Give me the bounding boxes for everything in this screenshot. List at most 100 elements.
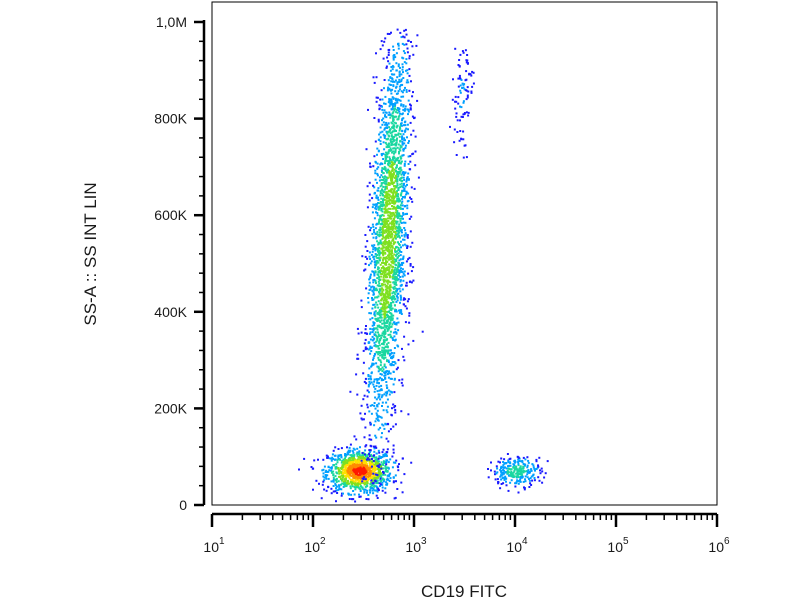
event-point bbox=[382, 289, 385, 292]
event-point bbox=[412, 129, 415, 132]
event-point bbox=[392, 451, 395, 454]
event-point bbox=[392, 448, 395, 451]
event-point bbox=[406, 247, 409, 249]
event-point bbox=[393, 224, 396, 227]
event-point bbox=[399, 276, 402, 278]
event-point bbox=[388, 232, 391, 235]
event-point bbox=[359, 490, 362, 492]
event-point bbox=[386, 187, 388, 190]
event-point bbox=[321, 469, 324, 472]
event-point bbox=[387, 223, 390, 226]
event-point bbox=[406, 47, 409, 50]
event-point bbox=[378, 254, 381, 257]
event-point bbox=[384, 285, 387, 288]
event-point bbox=[396, 83, 399, 86]
event-point bbox=[370, 462, 373, 465]
event-point bbox=[364, 245, 367, 248]
y-tick-label: 200K bbox=[154, 400, 187, 416]
event-point bbox=[393, 187, 396, 190]
event-point bbox=[398, 228, 401, 231]
event-point bbox=[379, 239, 382, 242]
event-point bbox=[384, 307, 387, 310]
event-point bbox=[364, 485, 367, 488]
event-point bbox=[341, 476, 344, 479]
event-point bbox=[354, 473, 357, 475]
event-point bbox=[523, 488, 526, 491]
event-point bbox=[379, 223, 382, 226]
event-point bbox=[350, 482, 353, 485]
event-point bbox=[393, 352, 396, 355]
event-point bbox=[376, 261, 379, 264]
event-point bbox=[402, 95, 405, 98]
x-axis-title: CD19 FITC bbox=[421, 582, 507, 600]
event-point bbox=[379, 292, 382, 295]
x-axis: 101 102 103 104 105 106 bbox=[203, 512, 730, 555]
event-point bbox=[366, 484, 368, 487]
event-point bbox=[378, 385, 381, 388]
event-point bbox=[357, 461, 359, 464]
event-point bbox=[400, 95, 403, 98]
event-point bbox=[384, 239, 387, 241]
event-point bbox=[376, 96, 379, 99]
event-point bbox=[389, 330, 392, 333]
event-point bbox=[374, 232, 377, 235]
event-point bbox=[524, 480, 527, 483]
event-point bbox=[407, 99, 410, 102]
event-point bbox=[360, 404, 363, 407]
event-point bbox=[388, 87, 391, 90]
event-point bbox=[392, 444, 395, 447]
event-point bbox=[385, 288, 387, 291]
event-point bbox=[379, 226, 382, 229]
event-point bbox=[387, 51, 390, 54]
event-point bbox=[389, 171, 392, 174]
event-point bbox=[408, 57, 411, 60]
event-point bbox=[388, 170, 391, 172]
event-point bbox=[379, 354, 382, 357]
event-point bbox=[384, 473, 387, 476]
event-point bbox=[364, 412, 366, 415]
event-point bbox=[385, 218, 388, 221]
event-point bbox=[366, 482, 369, 485]
event-point bbox=[378, 324, 381, 327]
event-point bbox=[459, 89, 462, 92]
event-point bbox=[387, 150, 390, 153]
event-point bbox=[402, 154, 405, 157]
event-point bbox=[396, 317, 399, 320]
event-point bbox=[334, 475, 337, 478]
event-point bbox=[377, 266, 380, 269]
event-point bbox=[389, 84, 392, 86]
event-point bbox=[378, 276, 381, 278]
event-point bbox=[398, 226, 401, 229]
event-point bbox=[378, 229, 381, 232]
event-point bbox=[376, 351, 379, 354]
event-point bbox=[395, 143, 398, 146]
event-point bbox=[504, 475, 507, 478]
event-point bbox=[395, 108, 398, 111]
event-point bbox=[392, 193, 395, 196]
event-point bbox=[377, 118, 380, 121]
event-point bbox=[396, 204, 399, 207]
event-point bbox=[347, 492, 350, 495]
event-point bbox=[387, 162, 390, 165]
event-point bbox=[392, 339, 395, 341]
event-point bbox=[366, 458, 368, 461]
event-point bbox=[397, 65, 400, 68]
event-point bbox=[363, 488, 366, 491]
event-point bbox=[352, 451, 355, 454]
event-point bbox=[391, 130, 394, 133]
event-point bbox=[381, 234, 384, 237]
event-point bbox=[377, 471, 380, 474]
event-point bbox=[394, 177, 397, 180]
event-point bbox=[368, 281, 371, 284]
event-point bbox=[390, 413, 393, 416]
event-point bbox=[374, 310, 377, 313]
event-point bbox=[322, 475, 325, 478]
event-point bbox=[383, 427, 386, 430]
event-point bbox=[381, 210, 384, 213]
event-point bbox=[387, 389, 390, 392]
event-point bbox=[391, 169, 394, 172]
event-point bbox=[380, 242, 383, 245]
event-point bbox=[388, 321, 391, 324]
event-point bbox=[380, 327, 383, 330]
event-point bbox=[390, 297, 393, 299]
